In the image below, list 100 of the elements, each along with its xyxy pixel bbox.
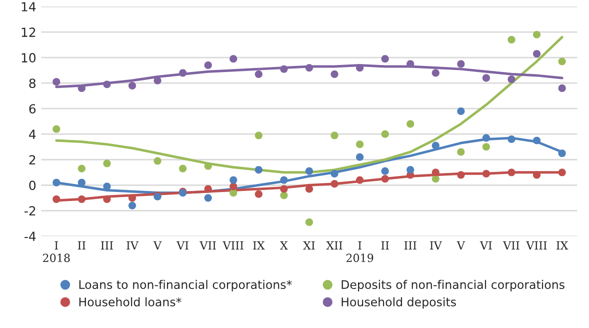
point — [305, 185, 314, 193]
x-tick-label: IV — [126, 241, 139, 250]
y-tick-label: 14 — [22, 2, 36, 12]
point — [356, 153, 364, 161]
x-tick-label: I 2019 — [346, 241, 374, 262]
point — [78, 84, 86, 92]
point — [381, 167, 389, 175]
point — [280, 65, 288, 73]
point — [52, 78, 60, 86]
legend-label: Household deposits — [342, 297, 456, 309]
point — [305, 218, 314, 226]
point — [204, 61, 212, 70]
point — [305, 64, 314, 72]
point — [230, 182, 238, 190]
x-tick-label: VIII — [526, 241, 547, 250]
x-tick-label: X — [280, 241, 288, 250]
legend-label: Loans to non-financial corporations* — [79, 280, 292, 292]
point — [381, 130, 389, 138]
point — [432, 168, 440, 176]
point — [230, 188, 238, 197]
y-tick-label: -4 — [24, 232, 36, 241]
x-tick-label: VI — [480, 241, 492, 250]
point — [52, 125, 60, 133]
point — [103, 160, 111, 168]
point — [128, 82, 136, 90]
legend-label: Household loans* — [79, 297, 182, 306]
point — [532, 50, 541, 58]
point — [482, 170, 490, 178]
point — [103, 195, 111, 203]
y-tick-label: 6 — [29, 104, 36, 114]
point — [432, 174, 440, 183]
x-tick-label: I 2018 — [43, 241, 70, 262]
point — [254, 166, 262, 174]
point — [356, 176, 364, 184]
point — [356, 64, 364, 72]
point — [406, 60, 414, 68]
x-tick-label: VII — [502, 241, 520, 250]
point — [179, 164, 187, 172]
point — [558, 58, 566, 66]
x-tick-label: VII — [200, 241, 216, 250]
x-tick-label: IV — [430, 241, 442, 250]
point — [204, 194, 212, 202]
x-tick-label: VIII — [222, 241, 244, 250]
y-tick-label: 8 — [29, 78, 36, 88]
point — [280, 176, 288, 184]
point — [508, 36, 516, 44]
point — [78, 195, 86, 203]
point — [78, 178, 86, 186]
point — [254, 132, 262, 140]
point — [356, 140, 364, 148]
point — [508, 168, 516, 176]
point — [482, 143, 490, 151]
point — [558, 168, 566, 176]
x-tick-label: II — [78, 241, 86, 250]
point — [532, 171, 541, 179]
point — [78, 164, 86, 172]
y-tick-label: 4 — [29, 130, 36, 139]
point — [508, 75, 516, 84]
point — [558, 84, 566, 92]
point — [280, 185, 288, 193]
x-tick-label: II — [381, 241, 389, 250]
x-tick-label: VI — [176, 241, 188, 250]
point — [406, 120, 414, 128]
legend-label: Deposits of non-financial corporations — [342, 280, 564, 292]
point — [558, 149, 566, 158]
point — [230, 176, 238, 184]
x-tick-label: IX — [556, 241, 568, 250]
point — [532, 136, 541, 144]
x-tick-label: V — [456, 241, 466, 250]
point — [381, 55, 389, 63]
y-tick-label: 12 — [22, 28, 36, 37]
point — [204, 185, 212, 193]
point — [179, 69, 187, 77]
point — [204, 162, 212, 170]
point — [52, 178, 60, 186]
point — [103, 182, 111, 190]
y-tick-label: 10 — [22, 53, 36, 63]
point — [457, 60, 465, 68]
point — [482, 74, 490, 82]
point — [432, 142, 440, 150]
point — [128, 194, 136, 202]
point — [154, 76, 162, 84]
point — [230, 55, 238, 63]
y-tick-label: -2 — [24, 206, 36, 216]
point — [508, 135, 516, 144]
y-tick-label: 2 — [29, 155, 36, 164]
point — [457, 148, 465, 156]
point — [381, 174, 389, 183]
point — [482, 134, 490, 142]
point — [457, 107, 465, 115]
point — [254, 190, 262, 198]
x-tick-label: V — [153, 241, 162, 250]
point — [532, 30, 541, 38]
point — [406, 166, 414, 174]
point — [154, 157, 162, 165]
x-tick-label: III — [100, 241, 113, 250]
point — [457, 171, 465, 179]
x-tick-label: XII — [326, 241, 342, 250]
point — [103, 80, 111, 88]
point — [128, 202, 136, 210]
